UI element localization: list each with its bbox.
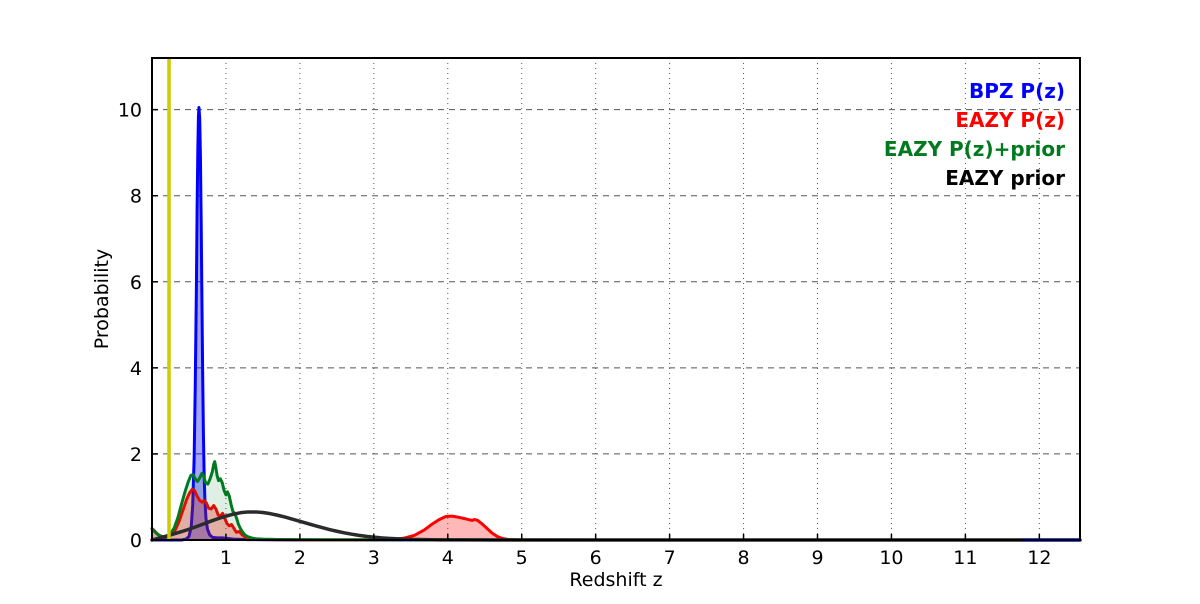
series-fill (152, 461, 1080, 540)
ytick-label: 10 (118, 100, 142, 122)
xtick-label: 6 (590, 547, 602, 569)
xtick-label: 2 (294, 547, 306, 569)
xtick-label: 12 (1027, 547, 1051, 569)
series-eazy-p-z-prior (150, 460, 1082, 542)
axis-labels: Redshift z Probability (91, 249, 663, 591)
series-bpz-p-z (150, 105, 1082, 542)
xtick-label: 5 (516, 547, 528, 569)
xtick-label: 1 (220, 547, 232, 569)
series-fill (152, 107, 1080, 541)
xtick-label: 10 (879, 547, 903, 569)
series-line (150, 487, 1082, 542)
series-eazy-prior (150, 510, 1082, 542)
series-line (150, 460, 1082, 542)
series-line (150, 105, 1082, 542)
data-series (150, 105, 1082, 542)
xtick-label: 4 (442, 547, 454, 569)
x-axis-label: Redshift z (569, 569, 662, 591)
legend-label-eazy-prior: EAZY prior (945, 166, 1065, 190)
xtick-label: 11 (953, 547, 977, 569)
xtick-label: 8 (738, 547, 750, 569)
series-fill (152, 489, 1080, 540)
y-axis-label: Probability (91, 249, 113, 349)
series-line (150, 510, 1082, 542)
gridlines (152, 58, 1080, 540)
ytick-label: 0 (130, 530, 142, 552)
xtick-label: 3 (368, 547, 380, 569)
plot-border (151, 57, 1081, 541)
xtick-label: 7 (664, 547, 676, 569)
ytick-label: 6 (130, 272, 142, 294)
axes-frame (151, 57, 1081, 541)
ytick-label: 8 (130, 186, 142, 208)
xtick-label: 9 (811, 547, 823, 569)
legend-label-bpz-p-z: BPZ P(z) (969, 79, 1065, 103)
ytick-label: 2 (130, 444, 142, 466)
legend-label-eazy-p-z-prior: EAZY P(z)+prior (884, 137, 1065, 161)
legend-label-eazy-p-z: EAZY P(z) (955, 108, 1065, 132)
ytick-label: 4 (130, 358, 142, 380)
legend: BPZ P(z) EAZY P(z) EAZY P(z)+prior EAZY pri… (884, 79, 1065, 190)
series-eazy-p-z (150, 487, 1082, 542)
